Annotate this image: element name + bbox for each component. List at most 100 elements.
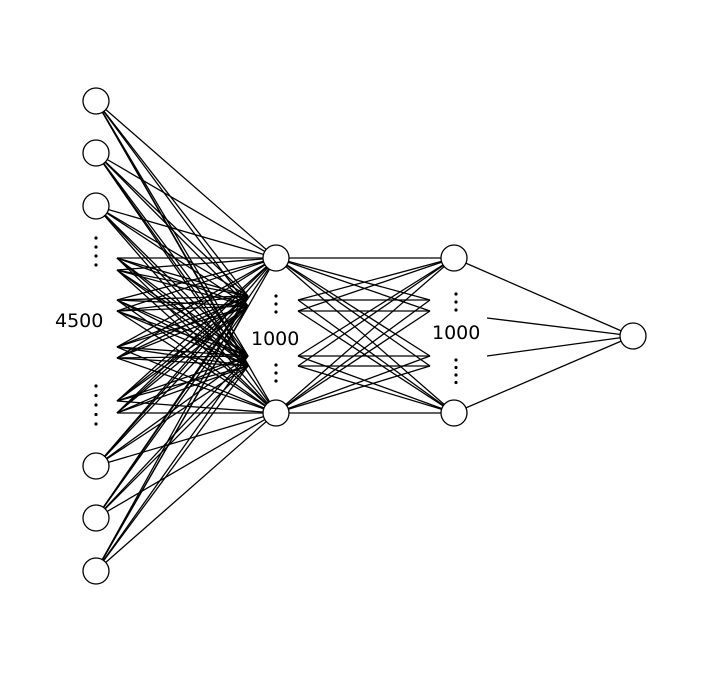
edge-input-to-hidden1-partial [95, 205, 249, 307]
hidden-layer-1-label: 1000 [251, 328, 299, 350]
edge-hidden1-to-hidden2-partial [275, 257, 431, 367]
ellipsis-dot [274, 294, 278, 298]
ellipsis-dot [454, 380, 458, 385]
ellipsis-dot [274, 363, 278, 367]
edge-stub-to-hidden1-partial [116, 310, 249, 357]
ellipsis-dot [94, 384, 98, 388]
input-neuron [82, 504, 110, 532]
edge-hidden1-to-hidden2-partial [275, 257, 431, 357]
edge-input-to-hidden1 [95, 412, 277, 467]
ellipsis-dot [454, 373, 458, 377]
edge-hidden1-to-hidden2-partial [297, 257, 455, 301]
edge-hidden1-to-hidden2 [275, 257, 455, 414]
edge-hidden1-to-hidden2-partial [297, 257, 455, 357]
ellipsis-dot [94, 393, 98, 398]
edge-input-to-hidden1 [95, 412, 277, 572]
edge-stub-to-hidden1 [116, 257, 277, 301]
edge-stub-to-hidden1 [116, 357, 277, 414]
edge-stub-to-hidden1-partial [116, 305, 249, 402]
ellipsis-dot [274, 302, 278, 306]
edge-input-to-hidden1-partial [95, 205, 249, 297]
edge-input-to-hidden1-partial [95, 365, 249, 572]
edge-hidden2-to-output-partial [486, 317, 634, 337]
edge-input-to-hidden1-partial [95, 355, 249, 519]
edge-input-to-hidden1-partial [95, 355, 249, 572]
edge-input-to-hidden1-partial [95, 295, 249, 572]
edge-stub-to-hidden1-partial [116, 305, 249, 414]
edge-stub-to-hidden1-partial [116, 355, 249, 359]
ellipsis-dot [454, 308, 458, 312]
edge-stub-to-hidden1-partial [116, 357, 249, 367]
output-neuron [619, 322, 647, 350]
edge-stub-to-hidden1 [116, 257, 277, 402]
input-neuron [82, 87, 110, 115]
ellipsis-dot [94, 422, 98, 426]
edge-stub-to-hidden1-partial [116, 295, 249, 312]
hidden1-neuron [262, 399, 290, 427]
ellipsis-dot [454, 365, 458, 370]
edge-stub-to-hidden1 [116, 310, 277, 414]
edge-hidden1-to-hidden2-partial [297, 355, 455, 414]
ellipsis-dot [454, 358, 458, 362]
edge-stub-to-hidden1-partial [116, 269, 249, 307]
edge-stub-to-hidden1-partial [116, 295, 249, 348]
input-neuron [82, 139, 110, 167]
edge-hidden2-to-output [453, 335, 634, 414]
ellipsis-dot [454, 292, 458, 296]
edge-stub-to-hidden1-partial [116, 299, 249, 357]
ellipsis-dot [274, 371, 278, 375]
edge-hidden1-to-hidden2-partial [275, 365, 431, 414]
connections [95, 100, 634, 572]
edge-input-to-hidden1 [95, 100, 277, 259]
ellipsis-dot [94, 254, 98, 258]
edge-stub-to-hidden1-partial [116, 295, 249, 414]
edge-hidden1-to-hidden2-partial [297, 310, 455, 414]
input-layer-label: 4500 [55, 310, 103, 332]
ellipsis-dot [274, 310, 278, 314]
ellipsis-dot [94, 263, 98, 267]
ellipsis-dot [94, 412, 98, 417]
edge-hidden1-to-hidden2-partial [297, 257, 455, 367]
edge-stub-to-hidden1 [116, 257, 277, 348]
nodes [82, 87, 647, 585]
layer-labels: 4500 1000 1000 [55, 310, 480, 350]
edge-hidden2-to-output-partial [486, 335, 634, 357]
hidden1-neuron [262, 244, 290, 272]
edge-stub-to-hidden1-partial [116, 355, 249, 414]
edge-stub-to-hidden1-partial [116, 269, 249, 367]
ellipsis-dots [94, 236, 458, 426]
edge-stub-to-hidden1 [116, 257, 277, 414]
edge-input-to-hidden1-partial [95, 305, 249, 572]
edge-stub-to-hidden1 [116, 257, 277, 359]
edge-hidden1-to-hidden2-partial [275, 257, 431, 312]
edge-stub-to-hidden1-partial [116, 295, 249, 301]
edge-input-to-hidden1-partial [95, 295, 249, 519]
edge-input-to-hidden1-partial [95, 152, 249, 357]
input-neuron [82, 452, 110, 480]
edge-hidden1-to-hidden2-partial [297, 365, 455, 414]
input-neuron [82, 192, 110, 220]
edge-stub-to-hidden1-partial [116, 365, 249, 414]
ellipsis-dot [94, 236, 98, 240]
edge-input-to-hidden1 [95, 412, 277, 519]
edge-hidden1-to-hidden2-partial [297, 257, 455, 312]
edge-input-to-hidden1 [95, 205, 277, 259]
edge-stub-to-hidden1 [116, 257, 277, 312]
hidden2-neuron [440, 244, 468, 272]
ellipsis-dot [274, 379, 278, 383]
ellipsis-dot [94, 403, 98, 407]
ellipsis-dot [94, 245, 98, 249]
edge-stub-to-hidden1-partial [116, 346, 249, 357]
edge-input-to-hidden1-partial [95, 100, 249, 297]
ellipsis-dot [454, 300, 458, 304]
edge-stub-to-hidden1-partial [116, 269, 249, 357]
hidden-layer-2-label: 1000 [432, 322, 480, 344]
edge-hidden2-to-output [453, 257, 634, 337]
edge-stub-to-hidden1 [116, 257, 277, 271]
edge-hidden1-to-hidden2-partial [275, 257, 431, 301]
hidden2-neuron [440, 399, 468, 427]
edge-input-to-hidden1 [95, 152, 277, 259]
edge-hidden1-to-hidden2-partial [275, 310, 431, 414]
input-neuron [82, 557, 110, 585]
